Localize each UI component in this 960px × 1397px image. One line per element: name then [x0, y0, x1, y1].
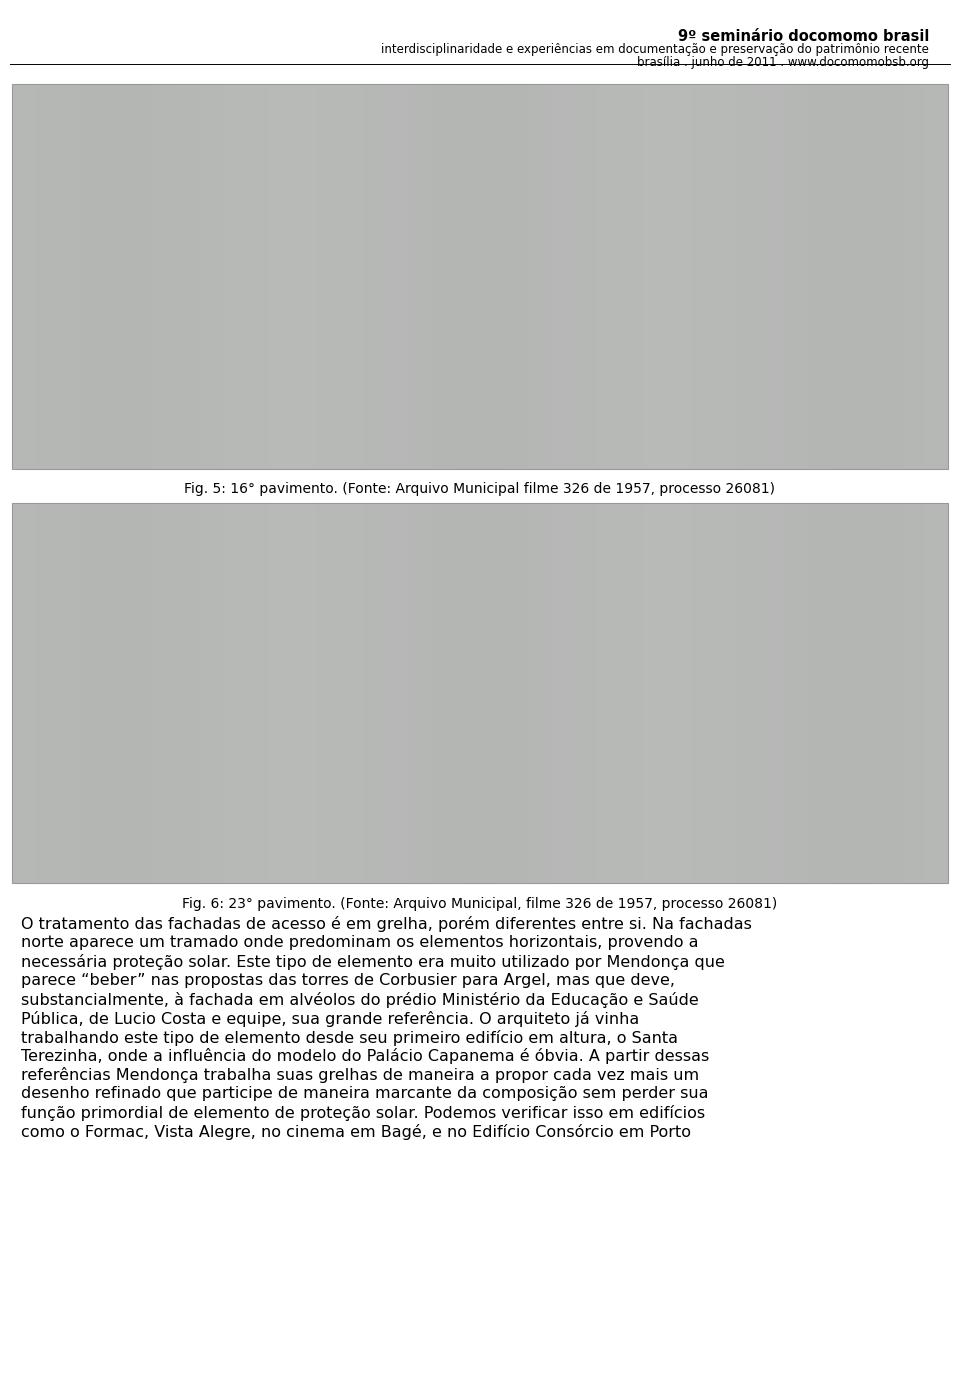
Bar	[901, 503, 925, 883]
Bar	[59, 503, 82, 883]
Bar	[831, 503, 854, 883]
Bar	[480, 84, 503, 469]
Bar	[293, 503, 316, 883]
Bar	[82, 84, 106, 469]
Bar	[597, 84, 620, 469]
Bar	[503, 503, 527, 883]
Bar	[714, 84, 737, 469]
Bar	[761, 503, 784, 883]
Bar	[784, 503, 808, 883]
Bar	[316, 84, 340, 469]
Bar	[106, 503, 129, 883]
Text: necessária proteção solar. Este tipo de elemento era muito utilizado por Mendonç: necessária proteção solar. Este tipo de …	[21, 954, 725, 970]
Text: O tratamento das fachadas de acesso é em grelha, porém diferentes entre si. Na f: O tratamento das fachadas de acesso é em…	[21, 916, 752, 932]
Bar	[714, 503, 737, 883]
Bar	[620, 84, 644, 469]
Bar	[644, 503, 667, 883]
Bar	[433, 84, 457, 469]
Bar	[223, 503, 246, 883]
Text: brasília . junho de 2011 . www.docomomobsb.org: brasília . junho de 2011 . www.docomomob…	[637, 56, 929, 68]
Text: 9º seminário docomomo brasil: 9º seminário docomomo brasil	[678, 29, 929, 45]
Bar	[152, 84, 176, 469]
Bar	[901, 84, 925, 469]
Text: substancialmente, à fachada em alvéolos do prédio Ministério da Educação e Saúde: substancialmente, à fachada em alvéolos …	[21, 992, 699, 1007]
Text: Fig. 5: 16° pavimento. (Fonte: Arquivo Municipal filme 326 de 1957, processo 260: Fig. 5: 16° pavimento. (Fonte: Arquivo M…	[184, 482, 776, 496]
Bar	[35, 84, 59, 469]
Bar	[316, 503, 340, 883]
Bar	[457, 503, 480, 883]
Bar	[925, 503, 948, 883]
Bar	[808, 84, 831, 469]
Bar	[410, 503, 433, 883]
Bar	[12, 84, 35, 469]
Text: referências Mendonça trabalha suas grelhas de maneira a propor cada vez mais um: referências Mendonça trabalha suas grelh…	[21, 1067, 699, 1083]
Text: trabalhando este tipo de elemento desde seu primeiro edifício em altura, o Santa: trabalhando este tipo de elemento desde …	[21, 1030, 678, 1045]
Bar	[129, 503, 152, 883]
Bar	[550, 503, 574, 883]
Bar	[784, 84, 808, 469]
Bar	[878, 503, 901, 883]
Bar	[480, 503, 503, 883]
Bar	[59, 84, 82, 469]
Bar	[340, 84, 363, 469]
Bar	[925, 84, 948, 469]
Bar	[129, 84, 152, 469]
Text: Terezinha, onde a influência do modelo do Palácio Capanema é óbvia. A partir des: Terezinha, onde a influência do modelo d…	[21, 1048, 709, 1065]
Bar	[12, 503, 35, 883]
Bar	[82, 503, 106, 883]
Bar	[246, 84, 269, 469]
Bar	[808, 503, 831, 883]
Text: interdisciplinaridade e experiências em documentação e preservação do patrimônio: interdisciplinaridade e experiências em …	[381, 43, 929, 56]
Bar	[831, 84, 854, 469]
Bar	[293, 84, 316, 469]
Bar	[386, 84, 410, 469]
Text: Fig. 6: 23° pavimento. (Fonte: Arquivo Municipal, filme 326 de 1957, processo 26: Fig. 6: 23° pavimento. (Fonte: Arquivo M…	[182, 897, 778, 911]
Bar	[667, 84, 691, 469]
Bar	[269, 503, 293, 883]
Bar	[176, 503, 199, 883]
Text: norte aparece um tramado onde predominam os elementos horizontais, provendo a: norte aparece um tramado onde predominam…	[21, 936, 699, 950]
Text: como o Formac, Vista Alegre, no cinema em Bagé, e no Edifício Consórcio em Porto: como o Formac, Vista Alegre, no cinema e…	[21, 1123, 691, 1140]
Bar	[527, 503, 550, 883]
Bar	[761, 84, 784, 469]
Bar	[854, 503, 878, 883]
Bar	[691, 84, 714, 469]
Bar	[737, 84, 761, 469]
Bar	[410, 84, 433, 469]
Bar	[574, 84, 597, 469]
Bar	[35, 503, 59, 883]
Bar	[457, 84, 480, 469]
Text: função primordial de elemento de proteção solar. Podemos verificar isso em edifí: função primordial de elemento de proteçã…	[21, 1105, 706, 1120]
Text: desenho refinado que participe de maneira marcante da composição sem perder sua: desenho refinado que participe de maneir…	[21, 1087, 708, 1101]
Bar	[737, 503, 761, 883]
Bar	[691, 503, 714, 883]
Bar	[644, 84, 667, 469]
Bar	[176, 84, 199, 469]
Bar	[527, 84, 550, 469]
Bar	[12, 84, 948, 469]
Bar	[503, 84, 527, 469]
Bar	[363, 84, 386, 469]
Bar	[269, 84, 293, 469]
Bar	[199, 503, 223, 883]
Bar	[550, 84, 574, 469]
Bar	[223, 84, 246, 469]
Bar	[878, 84, 901, 469]
Text: Pública, de Lucio Costa e equipe, sua grande referência. O arquiteto já vinha: Pública, de Lucio Costa e equipe, sua gr…	[21, 1011, 639, 1027]
Bar	[597, 503, 620, 883]
Bar	[106, 84, 129, 469]
Bar	[386, 503, 410, 883]
Bar	[574, 503, 597, 883]
Bar	[246, 503, 269, 883]
Bar	[152, 503, 176, 883]
Bar	[433, 503, 457, 883]
Text: parece “beber” nas propostas das torres de Corbusier para Argel, mas que deve,: parece “beber” nas propostas das torres …	[21, 974, 675, 988]
Bar	[199, 84, 223, 469]
Bar	[620, 503, 644, 883]
Bar	[12, 503, 948, 883]
Bar	[340, 503, 363, 883]
Bar	[667, 503, 691, 883]
Bar	[363, 503, 386, 883]
Bar	[854, 84, 878, 469]
